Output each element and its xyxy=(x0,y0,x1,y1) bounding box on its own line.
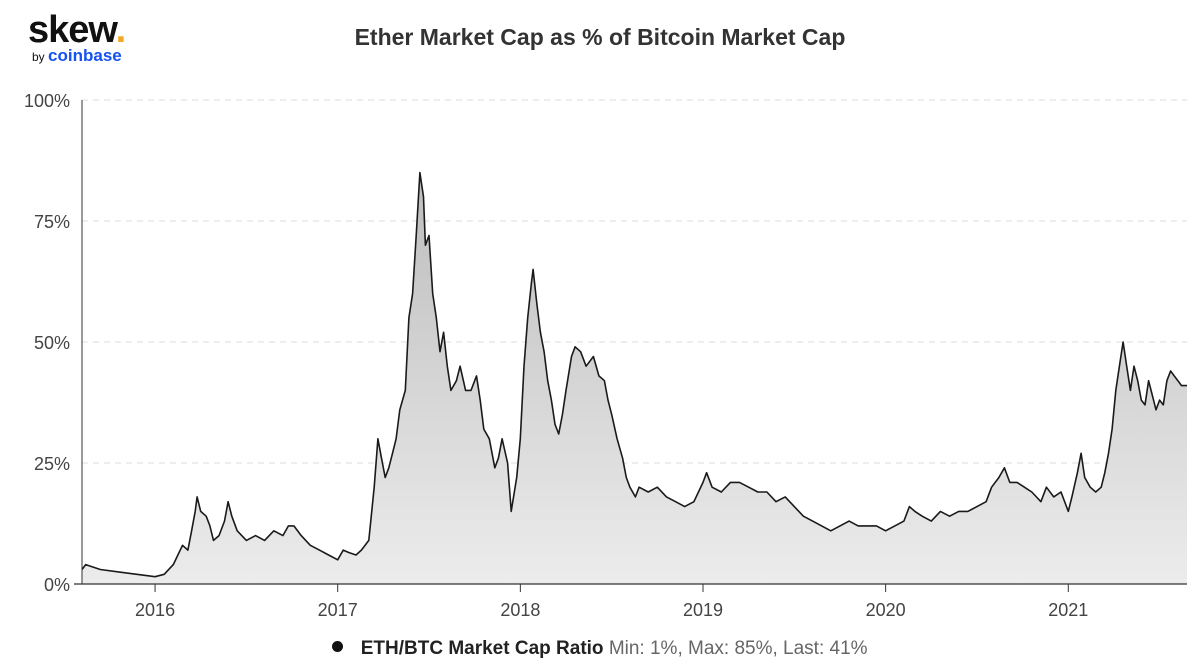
axes: 0% 25% 50% 75% 100% 2016 2017 2018 2019 2020 2021 xyxy=(24,91,1187,620)
chart-svg: 0% 25% 50% 75% 100% 2016 2017 2018 2019 2020 2021 xyxy=(24,91,1187,620)
series-area xyxy=(82,172,1187,584)
x-tick-label: 2020 xyxy=(866,600,906,620)
y-tick-label: 0% xyxy=(44,575,70,595)
legend-stats: Min: 1%, Max: 85%, Last: 41% xyxy=(608,638,868,659)
y-tick-label: 50% xyxy=(34,333,70,353)
x-tick-label: 2017 xyxy=(318,600,358,620)
chart-title: Ether Market Cap as % of Bitcoin Market … xyxy=(354,24,846,50)
y-tick-label: 75% xyxy=(34,212,70,232)
y-tick-label: 25% xyxy=(34,454,70,474)
logo-text: skew xyxy=(28,9,117,51)
legend[interactable]: ETH/BTC Market Cap Ratio Min: 1%, Max: 8… xyxy=(0,638,1200,660)
x-tick-label: 2018 xyxy=(500,600,540,620)
skew-logo: skew. by coinbase xyxy=(28,9,127,66)
x-tick-label: 2016 xyxy=(135,600,175,620)
plot-area xyxy=(81,171,1187,584)
x-tick-label: 2019 xyxy=(683,600,723,620)
grid xyxy=(82,99,1187,464)
legend-marker xyxy=(332,641,344,653)
legend-series-name: ETH/BTC Market Cap Ratio xyxy=(360,638,604,659)
y-tick-label: 100% xyxy=(24,91,70,111)
logo-brand: coinbase xyxy=(48,46,122,65)
series-line xyxy=(81,171,1187,578)
logo-dot: . xyxy=(115,9,127,51)
logo-by: by xyxy=(32,50,45,64)
x-tick-label: 2021 xyxy=(1048,600,1088,620)
